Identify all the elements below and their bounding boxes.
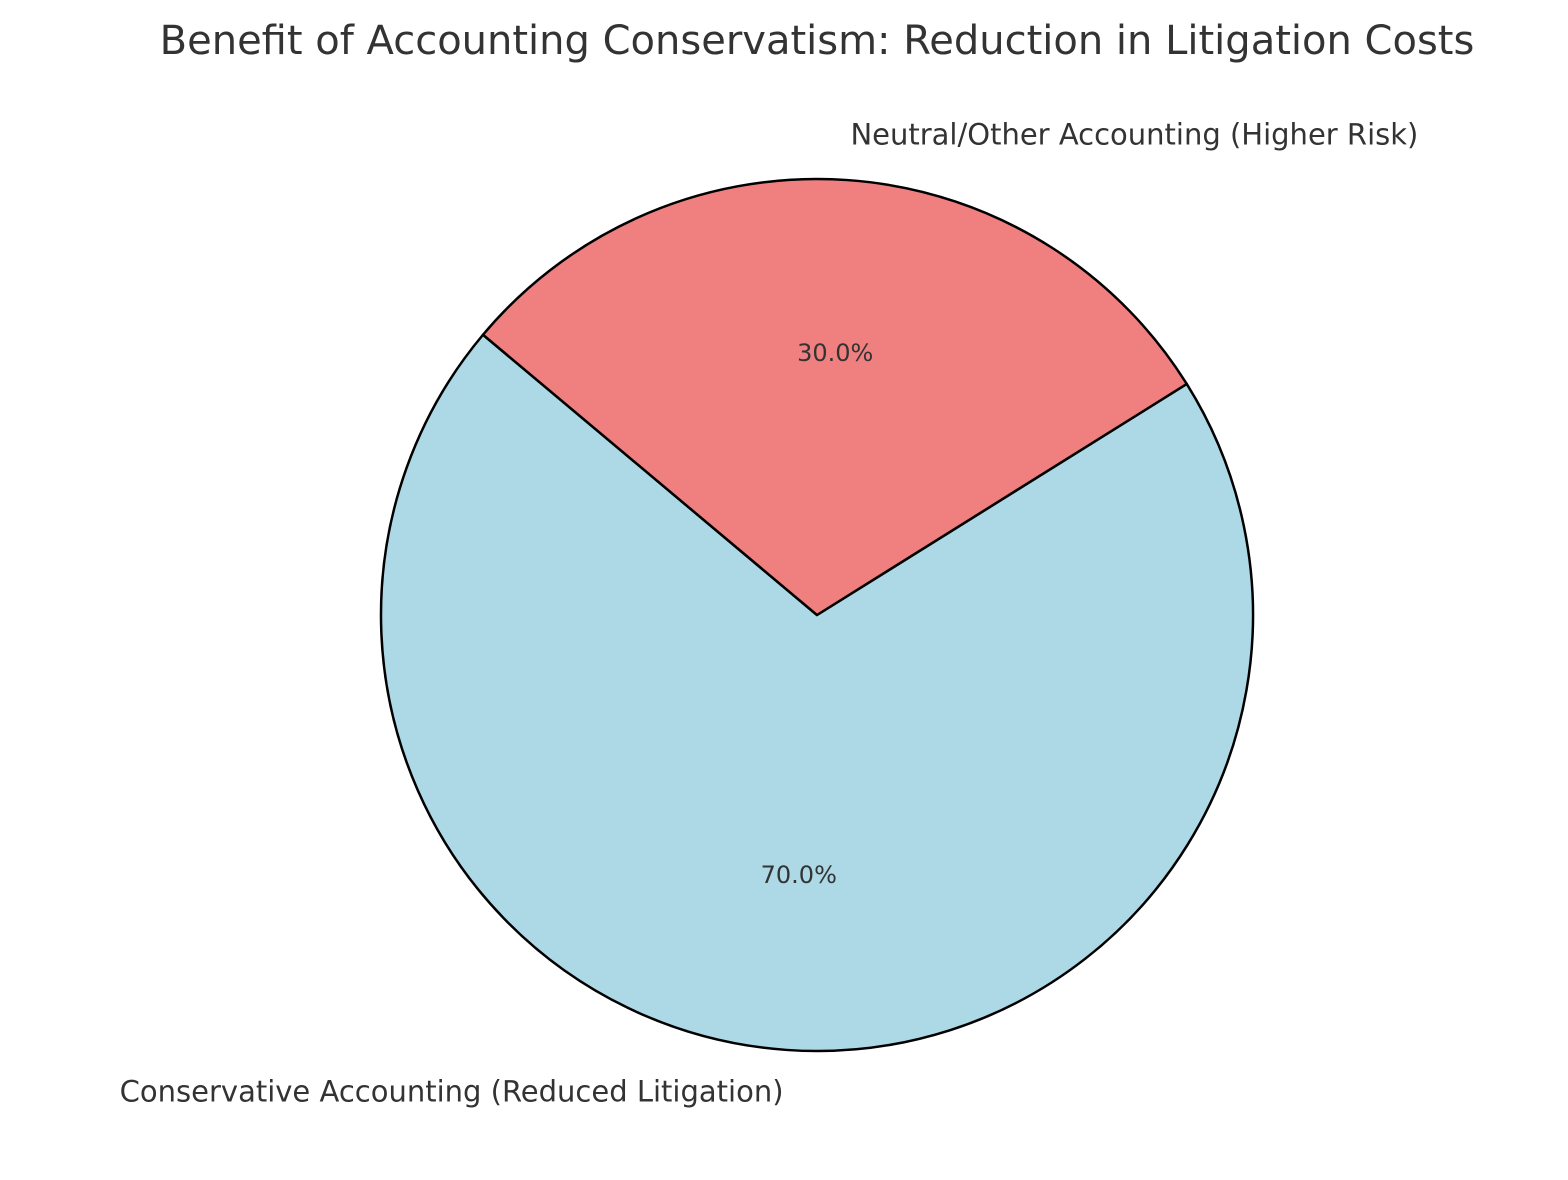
pie-slice-neutral-other-accounting-higher-risk: [481, 177, 1188, 617]
slice-label-neutral-other-accounting-higher-risk: Neutral/Other Accounting (Higher Risk): [850, 118, 1418, 152]
pie-slices: [379, 177, 1255, 1053]
slice-label-conservative-accounting-reduced-litigation: Conservative Accounting (Reduced Litigat…: [120, 1074, 784, 1108]
slice-percent-neutral-other-accounting-higher-risk: 30.0%: [797, 339, 873, 367]
pie-labels: Conservative Accounting (Reduced Litigat…: [120, 118, 1419, 1109]
chart-title: Benefit of Accounting Conservatism: Redu…: [160, 18, 1475, 64]
slice-percent-conservative-accounting-reduced-litigation: 70.0%: [761, 861, 837, 889]
pie-slice-conservative-accounting-reduced-litigation: [379, 333, 1255, 1053]
